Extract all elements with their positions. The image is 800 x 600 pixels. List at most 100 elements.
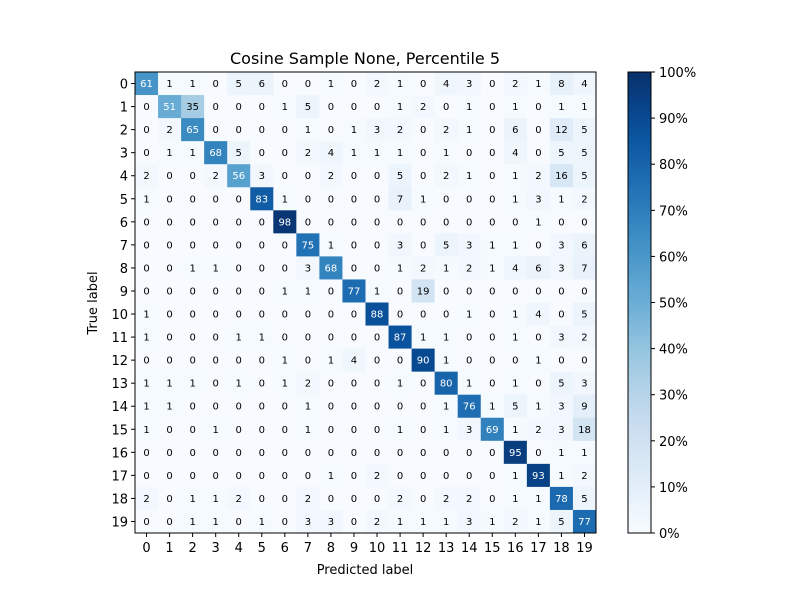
heatmap-cell — [434, 279, 459, 303]
heatmap-cell — [158, 302, 182, 326]
heatmap-cell — [365, 72, 389, 96]
cell-value-label: 0 — [351, 102, 357, 113]
cell-value-label: 0 — [328, 217, 334, 228]
cell-value-label: 0 — [166, 310, 172, 321]
cell-value-label: 1 — [443, 402, 449, 413]
heatmap-cell — [526, 440, 551, 465]
cell-value-label: 0 — [420, 425, 426, 436]
heatmap-cell — [457, 486, 482, 511]
heatmap-cell — [135, 210, 159, 234]
heatmap-cell — [181, 486, 205, 511]
cell-value-label: 0 — [374, 402, 380, 413]
heatmap-cell — [503, 118, 528, 142]
heatmap-cell — [388, 417, 412, 442]
heatmap-cell — [526, 325, 551, 349]
cell-value-label: 1 — [282, 102, 288, 113]
cell-value-label: 1 — [466, 125, 472, 136]
heatmap-cell — [319, 72, 343, 96]
cell-value-label: 0 — [374, 240, 380, 251]
cell-value-label: 1 — [466, 310, 472, 321]
heatmap-cell — [526, 463, 551, 488]
heatmap-cell — [388, 371, 412, 396]
cell-value-label: 0 — [236, 263, 242, 274]
cell-value-label: 0 — [351, 448, 357, 459]
cell-value-label: 1 — [282, 356, 288, 367]
heatmap-cell — [411, 233, 436, 257]
heatmap-cell — [457, 72, 482, 96]
cell-value-label: 0 — [282, 310, 288, 321]
heatmap-cell — [135, 509, 159, 534]
cell-value-label: 1 — [166, 402, 172, 413]
cell-value-label: 0 — [466, 194, 472, 205]
heatmap-cell — [549, 256, 574, 280]
heatmap-cell — [204, 394, 228, 419]
heatmap-cell — [365, 417, 389, 442]
cell-value-label: 2 — [374, 471, 380, 482]
cell-value-label: 1 — [512, 194, 518, 205]
cell-value-label: 0 — [351, 379, 357, 390]
heatmap-cell — [227, 463, 251, 488]
cell-value-label: 0 — [212, 102, 218, 113]
cell-value-label: 1 — [489, 263, 495, 274]
cell-value-label: 0 — [535, 148, 541, 159]
heatmap-cell — [158, 279, 182, 303]
cell-value-label: 0 — [259, 102, 265, 113]
cell-value-label: 1 — [143, 333, 149, 344]
heatmap-cell — [319, 486, 343, 511]
cell-value-label: 0 — [259, 263, 265, 274]
cell-value-label: 0 — [282, 425, 288, 436]
cell-value-label: 0 — [305, 448, 311, 459]
y-tick-label: 14 — [111, 400, 128, 415]
y-tick-label: 17 — [111, 469, 128, 484]
heatmap-cell — [388, 279, 412, 303]
y-tick-label: 19 — [111, 515, 128, 530]
cell-value-label: 0 — [328, 333, 334, 344]
heatmap-cell — [342, 141, 366, 165]
heatmap-cell — [572, 279, 597, 303]
cell-value-label: 0 — [259, 217, 265, 228]
cell-value-label: 0 — [166, 240, 172, 251]
y-tick-label: 9 — [120, 285, 128, 300]
heatmap-cell — [250, 118, 274, 142]
heatmap-cell — [388, 302, 412, 326]
heatmap-cell — [388, 486, 412, 511]
heatmap-cell — [296, 325, 320, 349]
heatmap-cell — [250, 440, 274, 465]
cell-value-label: 5 — [558, 148, 564, 159]
cell-value-label: 1 — [420, 333, 426, 344]
heatmap-cell — [503, 394, 528, 419]
cell-value-label: 0 — [212, 379, 218, 390]
heatmap-cell — [411, 72, 436, 96]
colorbar-tick-label: 40% — [659, 343, 688, 358]
cell-value-label: 4 — [443, 79, 449, 90]
heatmap-cell — [549, 95, 574, 119]
cell-value-label: 3 — [259, 171, 265, 182]
heatmap-cell — [227, 394, 251, 419]
cell-value-label: 0 — [374, 379, 380, 390]
heatmap-cell — [365, 256, 389, 280]
cell-value-label: 1 — [212, 263, 218, 274]
heatmap-cell — [319, 233, 343, 257]
heatmap-cell — [181, 72, 205, 96]
y-tick-label: 6 — [120, 216, 128, 231]
cell-value-label: 3 — [558, 402, 564, 413]
heatmap-cell — [342, 348, 366, 373]
cell-value-label: 0 — [489, 102, 495, 113]
cell-value-label: 2 — [443, 171, 449, 182]
heatmap-cell — [457, 256, 482, 280]
cell-value-label: 2 — [236, 494, 242, 505]
heatmap-cell — [572, 233, 597, 257]
heatmap-cell — [457, 371, 482, 396]
heatmap-cell — [319, 302, 343, 326]
heatmap-cell — [572, 302, 597, 326]
heatmap-cell — [388, 164, 412, 188]
cell-value-label: 2 — [166, 125, 172, 136]
heatmap-cell — [158, 348, 182, 373]
heatmap-cell — [158, 394, 182, 419]
cell-value-label: 0 — [282, 517, 288, 528]
heatmap-cell — [181, 348, 205, 373]
cell-value-label: 2 — [581, 333, 587, 344]
cell-value-label: 0 — [166, 425, 172, 436]
cell-value-label: 0 — [512, 217, 518, 228]
x-tick-label: 19 — [576, 541, 593, 556]
